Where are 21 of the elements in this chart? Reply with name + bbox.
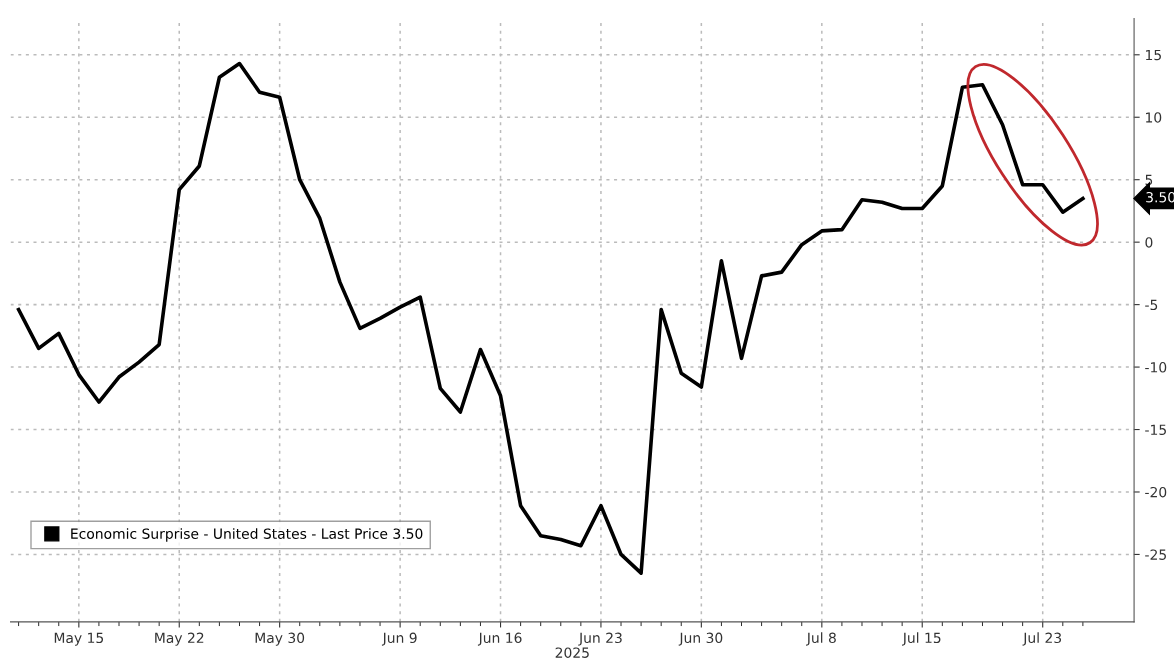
x-tick-label: Jul 23 (1022, 632, 1062, 646)
x-tick-label: Jun 9 (381, 632, 417, 646)
legend-label: Economic Surprise - United States - Last Price 3.50 (71, 528, 423, 542)
line-series (16, 61, 1085, 575)
y-tick-label: -10 (1145, 362, 1167, 373)
y-tick-label: -15 (1145, 424, 1166, 435)
y-tick-label: -25 (1145, 549, 1166, 560)
x-tick-label: Jun 16 (477, 632, 522, 646)
y-tick-label: -5 (1145, 299, 1158, 311)
x-tick-label: Jun 30 (678, 632, 723, 646)
x-tick-label: Jun 23 (578, 632, 622, 646)
y-tick-label: 15 (1146, 49, 1161, 61)
y-tick-label: 0 (1145, 237, 1153, 248)
x-axis-title: 2025 (555, 647, 589, 658)
x-tick-label: May 22 (155, 632, 204, 646)
x-tick-label: Jul 8 (806, 632, 836, 646)
x-tick-label: May 30 (255, 632, 305, 646)
x-tick-label: May 15 (54, 632, 104, 646)
x-tick-label: Jul 15 (902, 632, 941, 646)
y-tick-label: 10 (1146, 112, 1162, 123)
y-tick-label: -20 (1145, 486, 1167, 498)
